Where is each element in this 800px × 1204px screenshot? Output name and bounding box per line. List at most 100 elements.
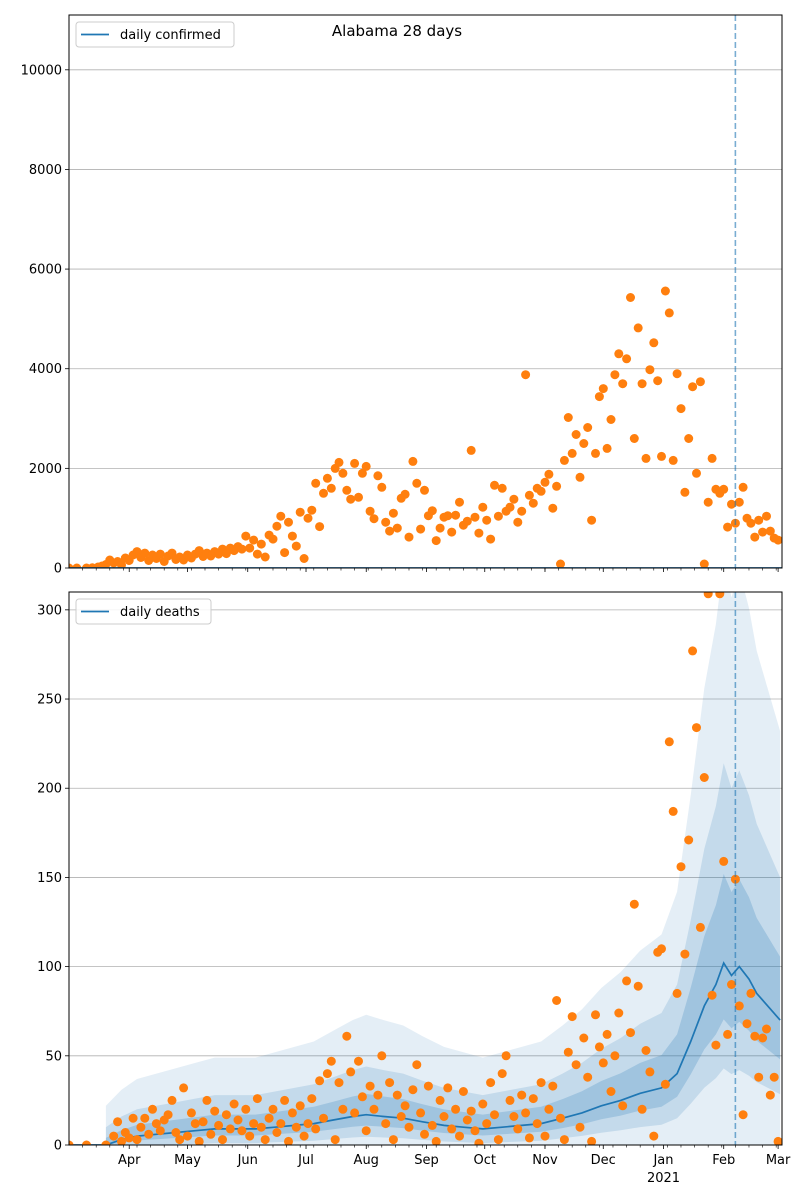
data-point [303, 513, 313, 523]
data-point [416, 524, 426, 534]
data-point [443, 1083, 453, 1093]
data-point [455, 1131, 464, 1141]
data-point [544, 469, 554, 479]
data-point [400, 489, 410, 499]
data-point [513, 1124, 523, 1134]
data-point [392, 1090, 402, 1100]
data-point [680, 949, 690, 959]
data-point [319, 488, 328, 498]
data-point [264, 1113, 274, 1123]
data-point [388, 508, 398, 518]
data-point [762, 511, 771, 521]
data-point [575, 1122, 585, 1132]
data-point [412, 1060, 422, 1070]
data-point [626, 293, 635, 302]
data-point [280, 548, 290, 558]
data-point [695, 377, 705, 387]
data-point [140, 548, 150, 558]
data-point [490, 1110, 499, 1120]
data-point [517, 506, 527, 516]
data-point [649, 1131, 659, 1141]
data-point [497, 483, 507, 493]
data-point [163, 1110, 173, 1120]
data-point [734, 1001, 744, 1011]
data-point [629, 434, 639, 443]
data-point [315, 1076, 325, 1086]
data-point [206, 1129, 216, 1139]
data-point [400, 1101, 410, 1111]
data-point [509, 1112, 519, 1121]
legend-label: daily deaths [120, 605, 200, 620]
data-point [342, 485, 352, 495]
data-point [559, 455, 569, 465]
data-point [311, 478, 321, 488]
data-point [101, 1140, 111, 1145]
y-tick-label: 0 [54, 562, 62, 577]
y-tick-label: 50 [45, 1049, 62, 1064]
y-tick-label: 2000 [29, 462, 62, 477]
data-point [707, 990, 717, 1000]
data-point [171, 1128, 181, 1137]
data-point [715, 592, 725, 599]
data-point [769, 1072, 779, 1082]
data-point [455, 497, 464, 507]
y-tick-label: 0 [54, 1139, 62, 1154]
data-point [183, 1131, 192, 1141]
data-point [82, 1140, 91, 1145]
data-point [730, 874, 740, 884]
data-point [575, 472, 585, 482]
data-point [322, 473, 332, 483]
data-point [591, 448, 600, 458]
data-point [128, 1113, 138, 1123]
data-point [548, 1081, 558, 1091]
data-point [117, 1136, 126, 1145]
data-point [334, 1078, 344, 1088]
data-point [190, 1119, 200, 1129]
data-point [606, 1087, 616, 1096]
data-point [524, 1133, 534, 1143]
data-point [692, 468, 701, 478]
data-point [291, 1122, 301, 1132]
data-point [148, 1104, 157, 1114]
data-point [587, 515, 597, 525]
data-point [307, 505, 317, 515]
data-point [657, 451, 666, 461]
data-point [256, 1122, 266, 1132]
data-point [563, 413, 573, 422]
data-point [392, 523, 402, 533]
data-point [268, 534, 278, 544]
data-point [431, 1136, 441, 1145]
data-point [427, 506, 437, 516]
data-point [622, 976, 632, 986]
data-point [69, 1140, 74, 1145]
x-tick-label: Jun [237, 1153, 258, 1168]
data-point [762, 1024, 771, 1034]
axes-frame [68, 14, 783, 569]
data-point [544, 1104, 554, 1114]
data-point [532, 1119, 542, 1129]
data-point [641, 1046, 651, 1055]
data-point [602, 443, 612, 453]
data-point [536, 486, 546, 496]
data-point [660, 1079, 670, 1089]
data-point [72, 563, 82, 568]
data-point [373, 471, 383, 481]
data-point [179, 1083, 189, 1093]
data-point [69, 563, 74, 568]
data-point [513, 517, 523, 527]
data-point [117, 560, 126, 568]
data-point [556, 559, 565, 568]
data-point [330, 1135, 340, 1145]
data-point [470, 1126, 480, 1136]
data-point [144, 1129, 154, 1139]
data-point [637, 379, 647, 389]
data-point [252, 1094, 262, 1104]
data-point [303, 1119, 313, 1129]
data-point [571, 1060, 581, 1070]
data-point [746, 518, 756, 528]
data-point [676, 404, 686, 414]
data-point [474, 1138, 484, 1145]
legend-box [75, 598, 212, 625]
data-point [369, 514, 379, 524]
data-point [276, 511, 286, 521]
